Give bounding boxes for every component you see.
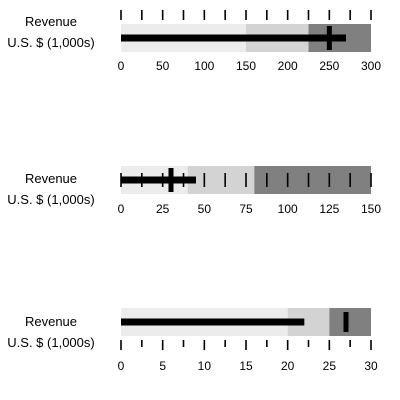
bullet-chart-2-labels: Revenue U.S. $ (1,000s)	[7, 171, 94, 207]
chart-3-tick-label: 5	[159, 359, 166, 373]
chart-3-tick-label: 20	[281, 359, 295, 373]
chart-2-tick-label: 75	[239, 202, 253, 216]
chart-2-range-3	[254, 166, 371, 194]
chart-1-tick-label: 50	[156, 59, 170, 73]
chart-1-tick-label: 300	[361, 59, 381, 73]
chart-2-target-marker	[168, 168, 174, 192]
chart-3-target-marker	[343, 312, 349, 332]
chart-1-tick-label: 250	[319, 59, 339, 73]
chart-1-measure-bar	[121, 34, 346, 42]
chart-3-tick-label: 10	[198, 359, 212, 373]
bullet-chart-3-labels: Revenue U.S. $ (1,000s)	[7, 314, 94, 350]
bullet-chart-1-labels: Revenue U.S. $ (1,000s)	[7, 14, 94, 50]
chart-3-tick-label: 15	[239, 359, 253, 373]
chart-3-tick-label: 25	[323, 359, 337, 373]
chart-1-tick-label: 200	[278, 59, 298, 73]
chart-3-range-3	[329, 308, 371, 336]
chart-1-title: Revenue	[25, 14, 77, 29]
chart-3-title: Revenue	[25, 314, 77, 329]
chart-3-tick-label: 0	[118, 359, 125, 373]
chart-2-tick-label: 50	[198, 202, 212, 216]
chart-2-subtitle: U.S. $ (1,000s)	[7, 192, 94, 207]
chart-2-tick-label: 125	[319, 202, 339, 216]
chart-1-tick-label: 0	[118, 59, 125, 73]
chart-3-subtitle: U.S. $ (1,000s)	[7, 335, 94, 350]
chart-2-measure-bar	[121, 176, 196, 184]
bullet-chart-2: 0 25 50 75 100 125 150	[118, 166, 381, 216]
bullet-charts-plot-layer: 0 50 100 150 200 250 300 0 25 50 75 100 125 150 0 5 10 15…	[118, 10, 381, 373]
chart-1-tick-label: 150	[236, 59, 256, 73]
chart-2-tick-label: 0	[118, 202, 125, 216]
chart-2-range-2	[187, 166, 255, 194]
chart-2-tick-label: 25	[156, 202, 170, 216]
chart-1-tick-label: 100	[194, 59, 214, 73]
chart-2-tick-label: 100	[278, 202, 298, 216]
chart-2-title: Revenue	[25, 171, 77, 186]
bullet-chart-1: 0 50 100 150 200 250 300	[118, 10, 381, 73]
chart-1-subtitle: U.S. $ (1,000s)	[7, 35, 94, 50]
chart-2-tick-label: 150	[361, 202, 381, 216]
bullet-chart-3: 0 5 10 15 20 25 30	[118, 308, 378, 373]
chart-1-target-marker	[326, 26, 332, 50]
chart-3-tick-label: 30	[364, 359, 378, 373]
chart-3-measure-bar	[121, 318, 305, 326]
